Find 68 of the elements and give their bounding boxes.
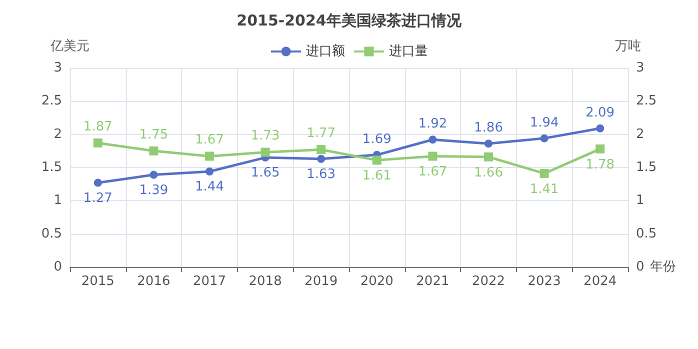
point: [596, 144, 605, 154]
point: [540, 134, 548, 142]
point: [540, 168, 549, 178]
data-label: 1.75: [139, 127, 168, 142]
data-label: 1.65: [250, 166, 280, 181]
x-tick-label: 2020: [360, 274, 394, 289]
y-tick-label: 1: [54, 193, 62, 208]
y-axis-title: 亿美元: [50, 38, 90, 54]
data-label: 1.66: [474, 165, 503, 180]
y-tick-label: 2: [54, 126, 62, 142]
point: [596, 124, 604, 132]
y2-tick-label: 2.5: [636, 94, 657, 109]
data-label: 1.41: [530, 182, 559, 197]
data-label: 1.44: [195, 179, 224, 194]
point: [372, 156, 382, 165]
data-label: 2.09: [586, 105, 615, 120]
data-label: 1.87: [83, 119, 112, 134]
point: [94, 178, 102, 187]
data-label: 1.86: [474, 120, 503, 136]
x-tick-label: 2017: [192, 274, 226, 289]
data-label: 1.92: [418, 116, 448, 132]
x-tick-label: 2022: [472, 274, 506, 289]
y2-tick-label: 0.5: [636, 226, 657, 242]
y-tick-label: 3: [54, 60, 62, 76]
x-tick-label: 2023: [528, 274, 561, 289]
data-label: 1.94: [530, 115, 559, 130]
y2-tick-label: 0: [636, 260, 644, 274]
data-label: 1.69: [362, 132, 392, 147]
point: [317, 154, 326, 163]
y2-tick-label: 1: [636, 193, 644, 208]
y2-tick-label: 1.5: [636, 160, 657, 175]
chart-title: 2015-2024年美国绿茶进口情况: [236, 12, 462, 30]
point: [206, 167, 214, 176]
x-tick-label: 2018: [248, 274, 282, 289]
point: [428, 136, 437, 144]
y-tick-label: 0.5: [41, 226, 62, 242]
point: [484, 140, 492, 148]
data-label: 1.63: [306, 166, 336, 182]
point: [93, 138, 102, 148]
y2-tick-label: 3: [636, 60, 644, 76]
point: [316, 145, 326, 154]
x-tick-label: 2021: [416, 274, 450, 289]
legend-label: 进口额: [306, 44, 345, 59]
data-label: 1.61: [362, 168, 392, 184]
point: [149, 146, 158, 156]
y2-axis-title: 万吨: [615, 39, 641, 54]
point: [205, 152, 214, 161]
x-axis-title: 年份: [650, 260, 676, 274]
data-label: 1.67: [195, 132, 224, 148]
x-tick-label: 2016: [137, 274, 170, 289]
data-label: 1.39: [139, 182, 168, 198]
legend-label: 进口量: [389, 44, 428, 59]
data-label: 1.67: [418, 164, 448, 180]
y2-tick-label: 2: [636, 126, 644, 142]
point: [260, 148, 270, 157]
point: [150, 170, 158, 179]
data-label: 1.78: [586, 157, 615, 172]
data-label: 1.73: [250, 128, 280, 144]
y-tick-label: 0: [54, 260, 62, 274]
y-tick-label: 2.5: [41, 94, 62, 109]
point: [484, 152, 493, 162]
y-tick-label: 1.5: [41, 160, 62, 175]
data-label: 1.77: [306, 126, 336, 142]
x-tick-label: 2024: [584, 274, 617, 289]
x-tick-label: 2015: [81, 274, 114, 289]
data-label: 1.27: [83, 190, 112, 206]
x-tick-label: 2019: [304, 274, 338, 289]
point: [428, 152, 438, 161]
